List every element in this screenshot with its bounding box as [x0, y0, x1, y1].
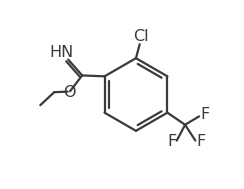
Text: Cl: Cl [133, 29, 148, 44]
Text: HN: HN [49, 45, 73, 60]
Text: F: F [200, 107, 209, 122]
Text: F: F [167, 134, 176, 149]
Text: O: O [63, 85, 75, 100]
Text: F: F [196, 134, 205, 149]
